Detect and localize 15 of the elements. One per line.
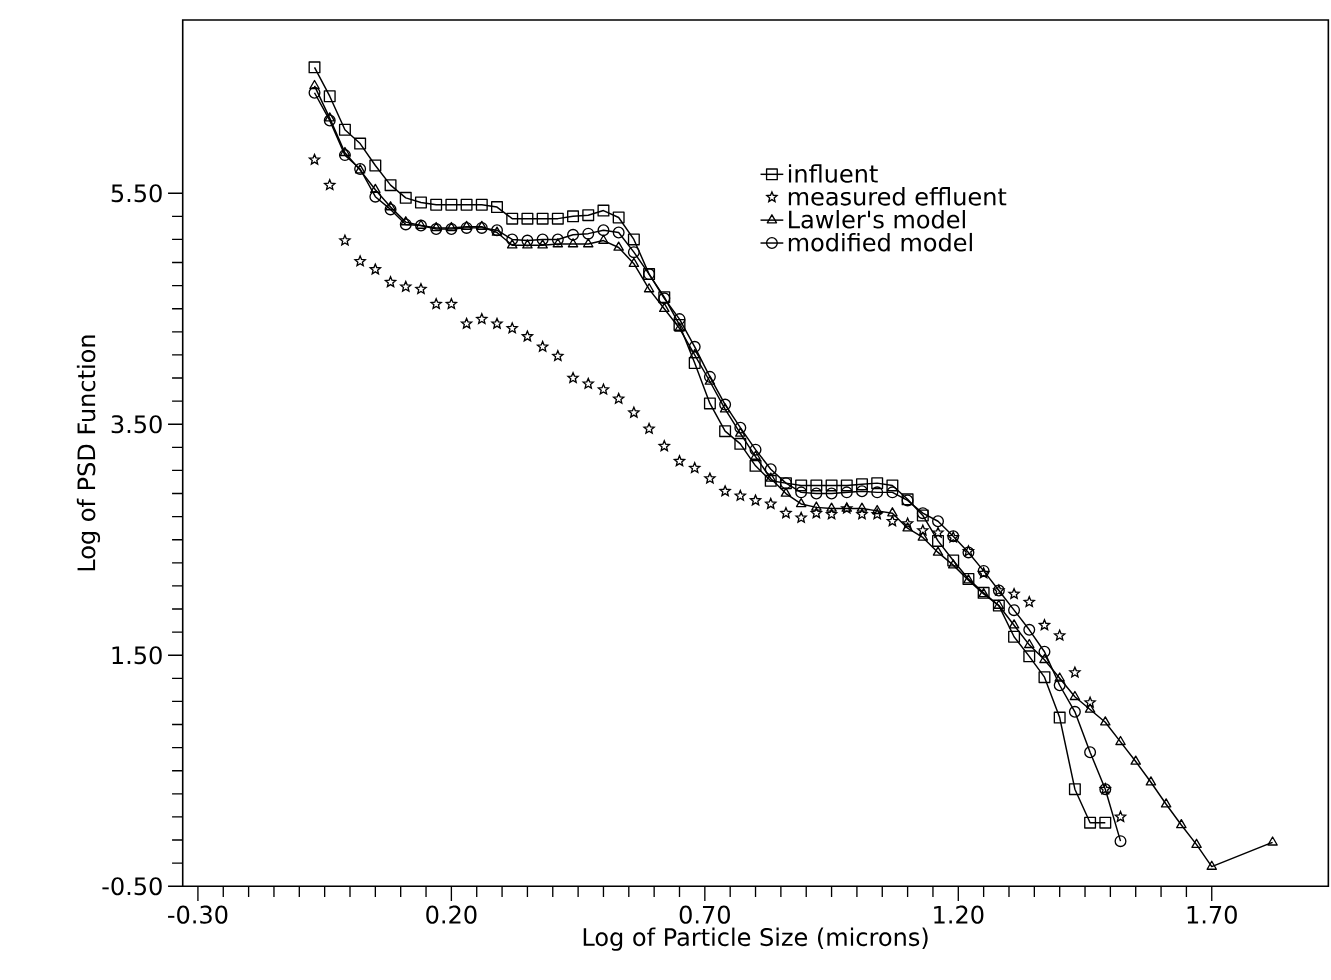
x-tick-label: 1.20 (934, 905, 984, 924)
x-tick-label: 0.70 (679, 905, 730, 924)
legend-label: measured effluent (788, 186, 1007, 206)
x-tick-label: -0.30 (168, 905, 228, 924)
y-tick-label: 3.50 (111, 415, 162, 434)
x-tick-label: 1.70 (1187, 905, 1237, 924)
x-axis-title: Log of Particle Size (microns) (583, 927, 928, 951)
y-axis-title: Log of PSD Function (76, 335, 101, 571)
legend-label: modified model (788, 232, 972, 252)
y-tick-label: 1.50 (112, 646, 162, 665)
legend-label: influent (788, 164, 878, 183)
y-tick-label: 5.50 (111, 184, 162, 203)
y-tick-label: -0.50 (102, 877, 162, 896)
x-tick-label: 0.20 (426, 905, 477, 924)
legend-label: Lawler's model (789, 209, 965, 229)
